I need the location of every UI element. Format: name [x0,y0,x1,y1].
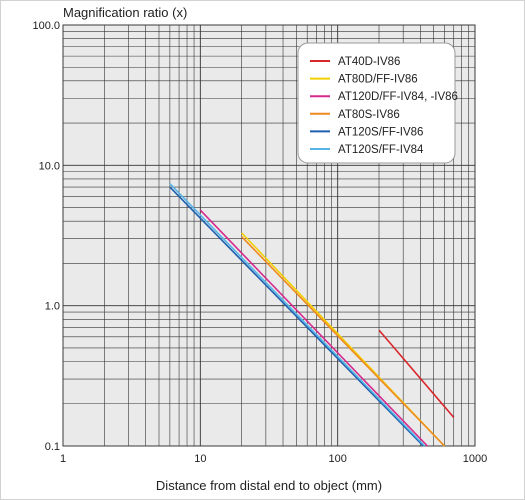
x-tick-labels: 1 10 100 1000 [60,453,487,465]
x-axis-title: Distance from distal end to object (mm) [156,478,382,493]
series-line [199,209,428,447]
y-tick-label: 1.0 [45,301,60,313]
y-tick-label: 0.1 [45,441,60,453]
x-tick-label: 10 [194,453,206,465]
series-line [241,236,446,447]
legend-label: AT80S-IV86 [338,109,400,121]
y-tick-label: 10.0 [39,160,60,172]
legend-label: AT40D-IV86 [338,56,400,68]
plot-border [62,24,476,447]
series-line [169,183,426,447]
series-line [169,186,424,447]
y-tick-labels: 0.1 1.0 10.0 100.0 [32,20,60,453]
legend-label: AT80D/FF-IV86 [338,74,418,86]
x-tick-label: 1 [60,453,66,465]
series-lines [169,183,455,447]
legend-box [297,42,456,164]
legend-label: AT120D/FF-IV84, -IV86 [338,91,458,103]
y-axis-title: Magnification ratio (x) [63,5,187,20]
x-tick-label: 100 [328,453,346,465]
y-tick-label: 100.0 [32,20,60,32]
legend-label: AT120S/FF-IV86 [338,126,423,138]
legend: AT40D-IV86 AT80D/FF-IV86 AT120D/FF-IV84, -… [297,42,458,164]
series-line [378,329,455,418]
legend-label: AT120S/FF-IV84 [338,144,424,156]
x-tick-label: 1000 [463,453,487,465]
